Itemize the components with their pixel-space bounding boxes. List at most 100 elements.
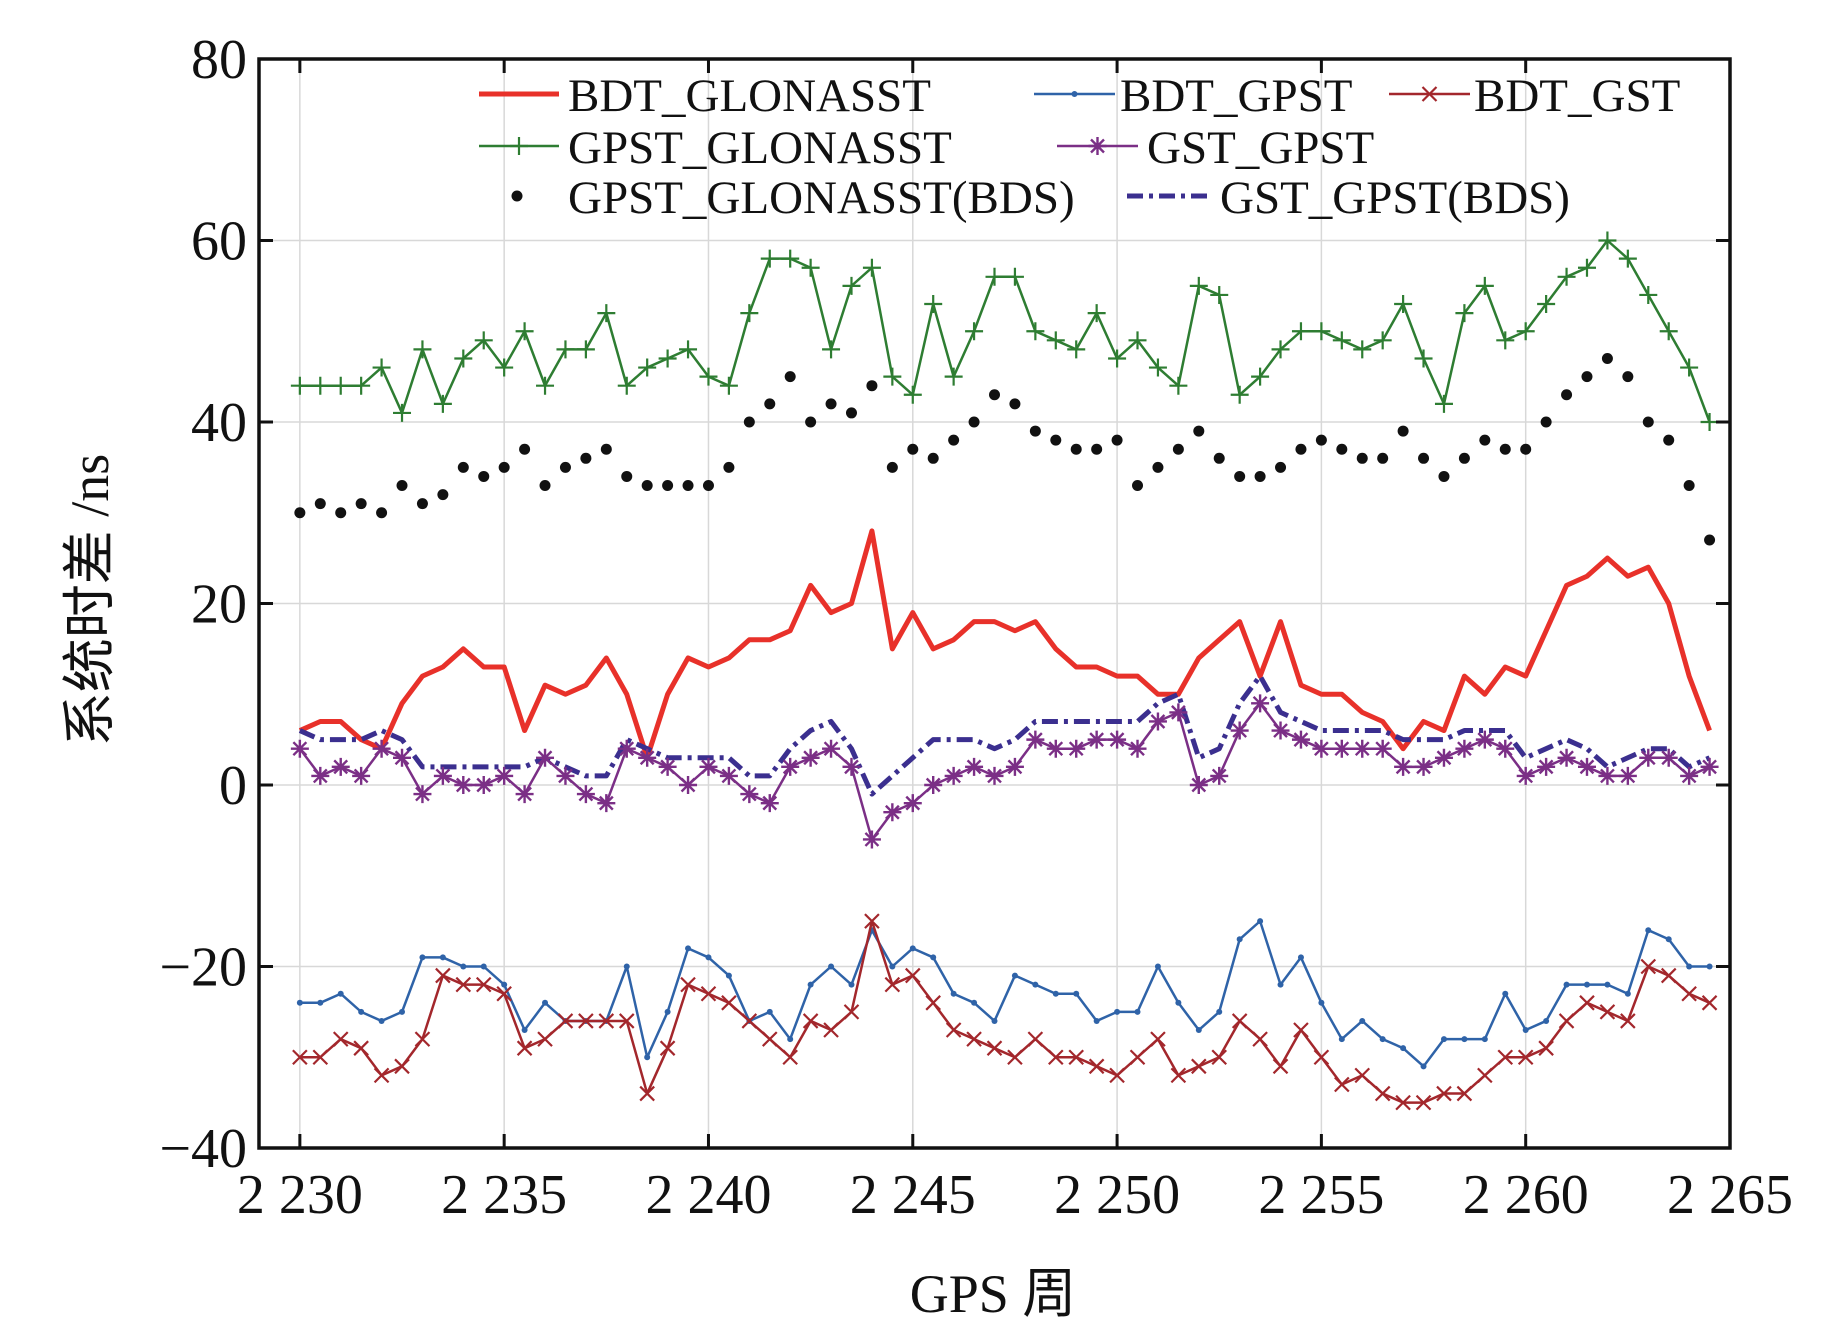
data-point-x bbox=[1007, 1049, 1023, 1066]
data-point-dot bbox=[1032, 981, 1039, 988]
data-point-plus bbox=[372, 358, 391, 377]
data-point-x bbox=[1395, 1094, 1411, 1111]
data-point-plus bbox=[1087, 304, 1106, 323]
legend-label: GPST_GLONASST(BDS) bbox=[568, 172, 1075, 224]
data-point-x bbox=[618, 1013, 635, 1029]
data-point-asterisk bbox=[311, 766, 330, 785]
data-point-asterisk bbox=[1189, 776, 1208, 794]
data-point-x bbox=[1374, 1085, 1391, 1102]
data-point-plus bbox=[1598, 231, 1617, 250]
data-point-dot bbox=[542, 999, 549, 1006]
data-point-x bbox=[1421, 86, 1438, 102]
data-point-x bbox=[414, 1031, 431, 1047]
data-point-plus bbox=[1230, 385, 1249, 404]
y-tick-label: −40 bbox=[159, 1118, 247, 1180]
data-point-x bbox=[741, 1013, 758, 1029]
data-point-dot bbox=[1091, 443, 1103, 455]
series-gst-gpst bbox=[290, 694, 1719, 849]
legend-item-gst-gpst-bds-: GST_GPST(BDS) bbox=[1127, 172, 1570, 224]
data-point-x bbox=[598, 1013, 615, 1029]
data-point-dot bbox=[580, 452, 592, 464]
data-point-dot bbox=[1236, 936, 1243, 943]
data-point-plus bbox=[331, 376, 350, 395]
data-point-dot bbox=[845, 407, 857, 419]
data-point-dot bbox=[1642, 416, 1654, 428]
data-point-dot bbox=[419, 954, 426, 961]
data-point-asterisk bbox=[1169, 703, 1188, 722]
data-point-x bbox=[1681, 985, 1697, 1002]
series-line bbox=[299, 919, 1711, 1104]
data-point-dot bbox=[1397, 425, 1409, 437]
data-point-asterisk bbox=[1618, 766, 1637, 785]
data-point-plus bbox=[1373, 331, 1392, 350]
data-point-asterisk bbox=[1046, 739, 1065, 758]
data-point-dot bbox=[1132, 480, 1144, 492]
data-point-asterisk bbox=[393, 748, 412, 767]
data-point-x bbox=[435, 967, 451, 984]
data-point-dot bbox=[991, 1017, 998, 1024]
data-point-asterisk bbox=[1291, 730, 1310, 749]
y-tick-label: −20 bbox=[159, 937, 247, 999]
data-point-dot bbox=[1663, 434, 1675, 446]
data-point-dot bbox=[1418, 452, 1430, 464]
data-point-plus bbox=[311, 376, 330, 395]
data-point-dot bbox=[1071, 91, 1078, 97]
data-point-plus bbox=[1169, 376, 1188, 395]
data-point-dot bbox=[1257, 918, 1264, 925]
data-point-asterisk bbox=[1312, 739, 1331, 758]
data-point-x bbox=[864, 913, 880, 929]
data-point-asterisk bbox=[1577, 757, 1596, 776]
legend-item-gst-gpst: GST_GPST bbox=[1057, 122, 1374, 174]
data-point-asterisk bbox=[924, 776, 943, 794]
y-tick-label: 40 bbox=[191, 392, 247, 454]
data-point-asterisk bbox=[1434, 748, 1453, 767]
data-point-asterisk bbox=[1026, 730, 1045, 749]
data-point-dot bbox=[317, 999, 324, 1006]
data-point-x bbox=[1497, 1049, 1514, 1066]
x-tick-label: 2 250 bbox=[1054, 1164, 1180, 1226]
data-point-dot bbox=[1686, 963, 1693, 970]
data-point-plus bbox=[1496, 331, 1515, 350]
data-point-plus bbox=[597, 304, 616, 323]
data-point-dot bbox=[805, 416, 817, 428]
data-point-plus bbox=[1516, 322, 1535, 341]
y-tick-label: 80 bbox=[191, 29, 247, 91]
data-point-x bbox=[1334, 1076, 1350, 1093]
data-point-asterisk bbox=[842, 757, 861, 776]
y-tick-label: 20 bbox=[191, 574, 247, 636]
data-point-dot bbox=[784, 371, 796, 383]
legend-item-gpst-glonasst: GPST_GLONASST bbox=[479, 122, 952, 174]
series-line bbox=[299, 919, 1710, 1068]
data-point-dot bbox=[1458, 452, 1470, 464]
data-point-plus bbox=[1312, 322, 1331, 341]
data-point-asterisk bbox=[372, 739, 391, 758]
data-point-plus bbox=[290, 376, 309, 395]
data-point-x bbox=[496, 985, 512, 1002]
data-point-plus bbox=[1026, 322, 1045, 341]
data-point-dot bbox=[950, 990, 957, 997]
data-point-asterisk bbox=[331, 757, 350, 776]
data-point-x bbox=[1048, 1049, 1064, 1066]
data-point-dot bbox=[457, 461, 469, 473]
legend-label: GST_GPST(BDS) bbox=[1220, 172, 1570, 224]
data-point-dot bbox=[621, 470, 633, 482]
data-point-dot bbox=[1604, 981, 1611, 988]
data-point-plus bbox=[638, 358, 657, 377]
data-point-plus bbox=[1353, 340, 1372, 359]
data-point-plus bbox=[862, 258, 881, 277]
data-point-asterisk bbox=[474, 776, 493, 794]
data-point-dot bbox=[1093, 1017, 1100, 1024]
data-point-dot bbox=[927, 452, 939, 464]
data-point-x bbox=[1477, 1067, 1493, 1084]
data-point-x bbox=[1558, 1013, 1575, 1029]
data-point-dot bbox=[1172, 443, 1184, 455]
data-point-asterisk bbox=[883, 803, 902, 822]
data-point-dot bbox=[1011, 972, 1018, 979]
data-point-x bbox=[986, 1040, 1003, 1056]
data-point-plus bbox=[1271, 340, 1290, 359]
data-point-dot bbox=[1111, 434, 1123, 446]
data-point-plus bbox=[1700, 413, 1719, 431]
data-point-plus bbox=[1332, 331, 1351, 350]
data-point-plus bbox=[740, 304, 759, 323]
